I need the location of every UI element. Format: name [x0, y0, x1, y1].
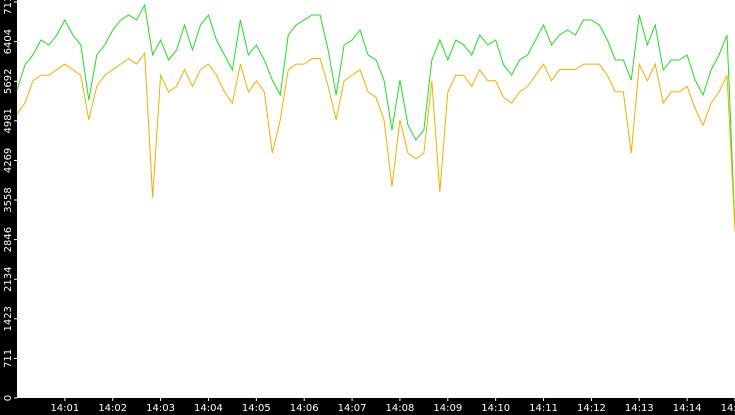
x-tick-label: 14:09 — [433, 403, 462, 414]
y-tick-label: 5692 — [3, 69, 14, 94]
y-tick-label: 3558 — [3, 187, 14, 212]
x-tick-label: 14:01 — [50, 403, 79, 414]
y-tick-label: 4981 — [3, 108, 14, 133]
y-tick-label: 7116 — [3, 0, 14, 15]
x-tick-label: 14:06 — [290, 403, 319, 414]
y-tick-label: 4269 — [3, 148, 14, 173]
x-tick-label: 14:02 — [98, 403, 127, 414]
x-tick-label: 14:10 — [481, 403, 510, 414]
y-tick-label: 6404 — [3, 29, 14, 54]
y-tick-label: 0 — [3, 395, 14, 401]
series-line — [16, 3, 735, 229]
x-tick-label: 14:12 — [577, 403, 606, 414]
y-tick-label: 1423 — [3, 306, 14, 331]
series-line — [16, 51, 735, 232]
x-tick-label: 14:11 — [529, 403, 558, 414]
y-axis-band — [0, 0, 17, 415]
x-tick-label: 14:03 — [146, 403, 175, 414]
y-tick-label: 711 — [3, 349, 14, 368]
x-tick-label: 14:05 — [242, 403, 271, 414]
x-tick-label: 14:04 — [194, 403, 223, 414]
x-axis-band — [0, 398, 735, 415]
x-tick-label: 14:14 — [673, 403, 702, 414]
x-tick-label: 14:13 — [625, 403, 654, 414]
x-tick-label: 14:07 — [338, 403, 367, 414]
y-tick-label: 2134 — [3, 267, 14, 292]
x-tick-label: 14:08 — [386, 403, 415, 414]
y-tick-label: 2846 — [3, 227, 14, 252]
x-tick-label: 14:15 — [721, 403, 735, 414]
